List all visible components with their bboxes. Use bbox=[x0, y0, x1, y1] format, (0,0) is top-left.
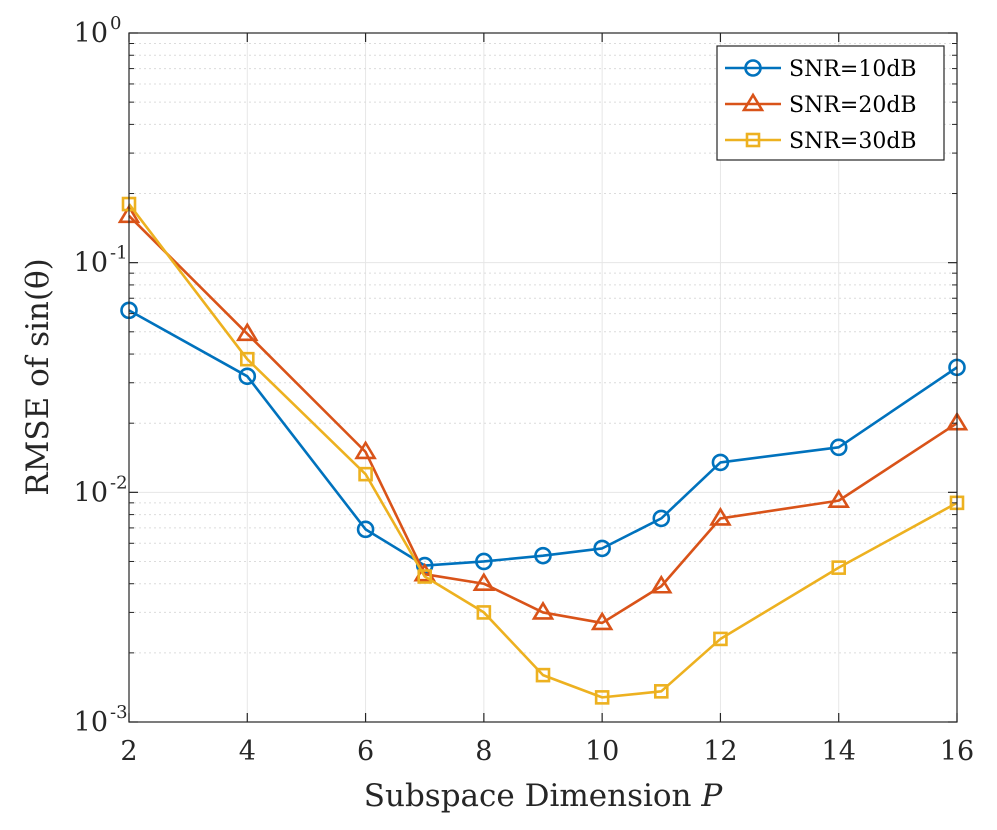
legend: SNR=10dB SNR=20dB SNR=30dB bbox=[716, 45, 945, 161]
y-tick-exponent: -3 bbox=[110, 702, 128, 723]
y-tick-label: 10 bbox=[74, 477, 108, 508]
marker-square bbox=[535, 667, 551, 683]
x-tick-label: 14 bbox=[822, 736, 856, 767]
marker-circle bbox=[475, 552, 493, 571]
legend-label: SNR=10dB bbox=[789, 57, 917, 82]
y-tick-label: 10 bbox=[74, 248, 108, 279]
x-tick-label: 6 bbox=[357, 736, 374, 767]
marker-square bbox=[831, 560, 847, 575]
x-tick-label: 10 bbox=[585, 736, 619, 767]
marker-square bbox=[358, 466, 373, 482]
y-tick-exponent: -2 bbox=[110, 472, 128, 493]
series-line bbox=[128, 309, 958, 567]
plot-frame bbox=[128, 32, 958, 723]
series-1 bbox=[120, 301, 966, 575]
marker-circle bbox=[534, 546, 552, 565]
y-tick-label: 10 bbox=[74, 707, 108, 738]
x-tick-label: 12 bbox=[703, 736, 737, 767]
legend-label: SNR=30dB bbox=[789, 129, 917, 154]
marker-square bbox=[417, 569, 433, 584]
legend-item-2: SNR=20dB bbox=[725, 92, 917, 118]
marker-triangle bbox=[354, 440, 377, 460]
legend-item-3: SNR=30dB bbox=[725, 129, 917, 154]
marker-triangle bbox=[531, 600, 555, 620]
series-3 bbox=[121, 196, 965, 705]
x-axis-label-var: P bbox=[700, 778, 723, 814]
marker-triangle bbox=[709, 506, 732, 526]
marker-circle bbox=[593, 539, 611, 558]
series-2 bbox=[117, 204, 969, 631]
marker-circle bbox=[652, 509, 671, 528]
marker-triangle bbox=[741, 92, 765, 112]
x-axis-label-text: Subspace Dimension bbox=[364, 778, 702, 814]
marker-circle bbox=[829, 438, 848, 457]
series-line bbox=[127, 203, 958, 699]
marker-square bbox=[239, 351, 255, 367]
marker-square bbox=[476, 605, 492, 620]
marker-triangle bbox=[413, 562, 437, 582]
marker-circle bbox=[744, 59, 762, 77]
marker-square bbox=[745, 132, 761, 148]
x-axis-label: Subspace Dimension P bbox=[364, 778, 724, 814]
marker-square bbox=[653, 684, 669, 699]
marker-triangle bbox=[827, 489, 851, 508]
x-tick-label: 16 bbox=[940, 736, 974, 767]
x-tick-label: 4 bbox=[239, 736, 256, 767]
marker-square bbox=[713, 631, 728, 647]
marker-circle bbox=[356, 520, 375, 539]
marker-triangle bbox=[590, 611, 614, 631]
marker-circle bbox=[238, 367, 257, 386]
series-line bbox=[128, 214, 958, 625]
y-tick-exponent: -1 bbox=[110, 243, 128, 264]
x-tick-label: 8 bbox=[475, 736, 492, 767]
marker-square bbox=[594, 690, 610, 705]
y-tick-label: 10 bbox=[74, 18, 108, 49]
x-tick-label: 2 bbox=[120, 736, 137, 767]
marker-triangle bbox=[649, 574, 673, 594]
marker-circle bbox=[711, 453, 730, 472]
marker-triangle bbox=[235, 322, 259, 342]
series-layer bbox=[117, 196, 969, 705]
marker-triangle bbox=[472, 572, 496, 592]
legend-item-1: SNR=10dB bbox=[725, 57, 917, 82]
legend-label: SNR=20dB bbox=[789, 93, 917, 118]
y-tick-exponent: 0 bbox=[110, 13, 121, 34]
y-axis-label: RMSE of sin(θ) bbox=[20, 258, 56, 495]
